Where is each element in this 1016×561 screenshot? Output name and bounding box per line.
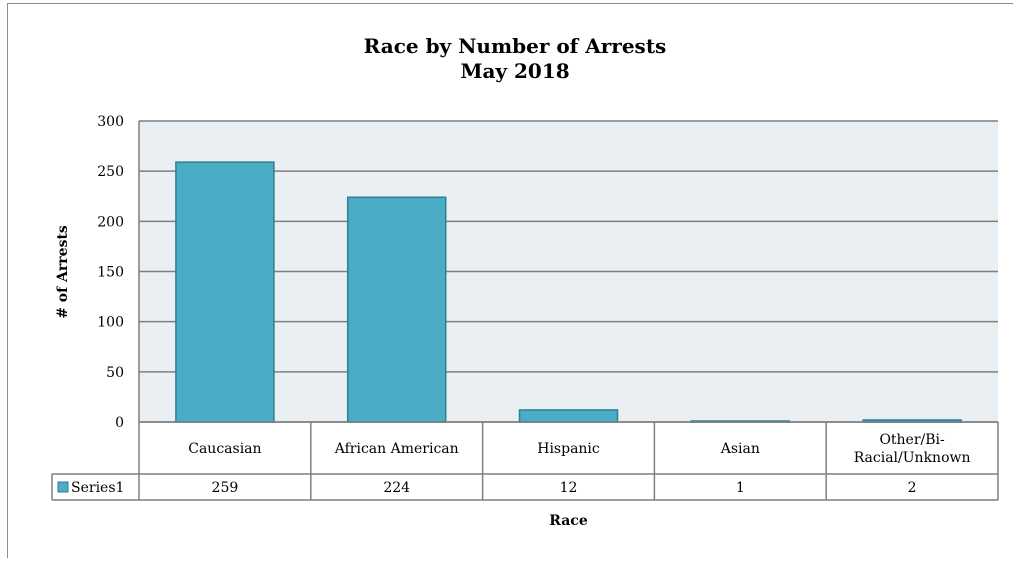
chart-subtitle: May 2018 (460, 59, 569, 83)
bar (518, 409, 619, 423)
chart-frame (7, 3, 1013, 558)
y-tick-label: 200 (97, 214, 124, 230)
y-tick-label: 50 (106, 365, 124, 381)
data-label: 2 (908, 480, 917, 496)
x-axis-label: Race (549, 513, 588, 529)
data-label: 12 (560, 480, 578, 496)
y-tick-label: 0 (115, 415, 124, 431)
x-tick-label: Racial/Unknown (854, 450, 971, 466)
data-label: 224 (383, 480, 410, 496)
y-tick-label: 300 (97, 114, 124, 130)
y-tick-label: 150 (97, 265, 124, 281)
data-table: Caucasian African American Hispanic Asian Ot… (51, 421, 999, 501)
chart-title: Race by Number of Arrests (364, 34, 667, 58)
x-tick-label: African American (334, 441, 459, 457)
legend-key (57, 481, 69, 493)
y-axis-label: # of Arrests (55, 225, 71, 319)
x-tick-label: Caucasian (188, 441, 261, 457)
y-tick-label: 250 (97, 164, 124, 180)
y-axis-ticks: 0 50 100 150 200 250 300 (97, 114, 124, 431)
legend-series-name: Series1 (71, 480, 124, 496)
y-tick-label: 100 (97, 315, 124, 331)
x-tick-label: Asian (720, 441, 760, 457)
bar (175, 161, 275, 423)
data-label: 259 (212, 480, 239, 496)
bar (346, 196, 447, 423)
data-label: 1 (736, 480, 745, 496)
x-tick-label: Other/Bi- (879, 432, 945, 448)
bars (175, 161, 962, 423)
x-tick-label: Hispanic (537, 441, 600, 457)
